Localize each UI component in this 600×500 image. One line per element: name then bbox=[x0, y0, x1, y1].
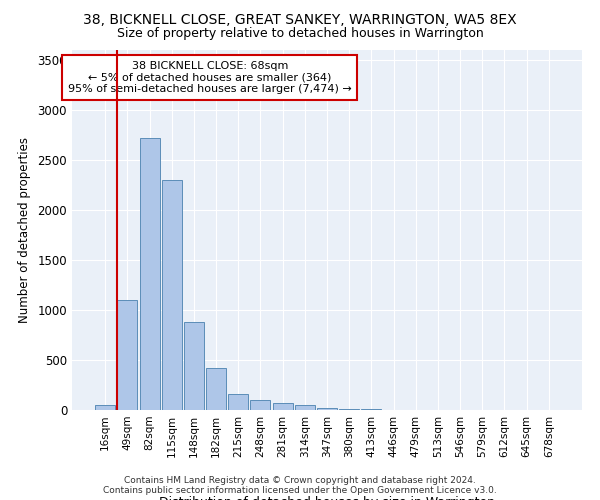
Bar bbox=[140, 138, 160, 410]
Text: 38 BICKNELL CLOSE: 68sqm
← 5% of detached houses are smaller (364)
95% of semi-d: 38 BICKNELL CLOSE: 68sqm ← 5% of detache… bbox=[68, 61, 352, 94]
Bar bbox=[317, 408, 337, 410]
Bar bbox=[250, 400, 271, 410]
Y-axis label: Number of detached properties: Number of detached properties bbox=[17, 137, 31, 323]
X-axis label: Distribution of detached houses by size in Warrington: Distribution of detached houses by size … bbox=[159, 496, 495, 500]
Text: 38, BICKNELL CLOSE, GREAT SANKEY, WARRINGTON, WA5 8EX: 38, BICKNELL CLOSE, GREAT SANKEY, WARRIN… bbox=[83, 12, 517, 26]
Bar bbox=[95, 405, 115, 410]
Bar bbox=[295, 405, 315, 410]
Text: Contains HM Land Registry data © Crown copyright and database right 2024.
Contai: Contains HM Land Registry data © Crown c… bbox=[103, 476, 497, 495]
Bar bbox=[361, 409, 382, 410]
Bar bbox=[184, 322, 204, 410]
Bar bbox=[162, 180, 182, 410]
Bar bbox=[272, 403, 293, 410]
Text: Size of property relative to detached houses in Warrington: Size of property relative to detached ho… bbox=[116, 28, 484, 40]
Bar bbox=[118, 300, 137, 410]
Bar bbox=[339, 408, 359, 410]
Bar bbox=[228, 394, 248, 410]
Bar bbox=[206, 368, 226, 410]
